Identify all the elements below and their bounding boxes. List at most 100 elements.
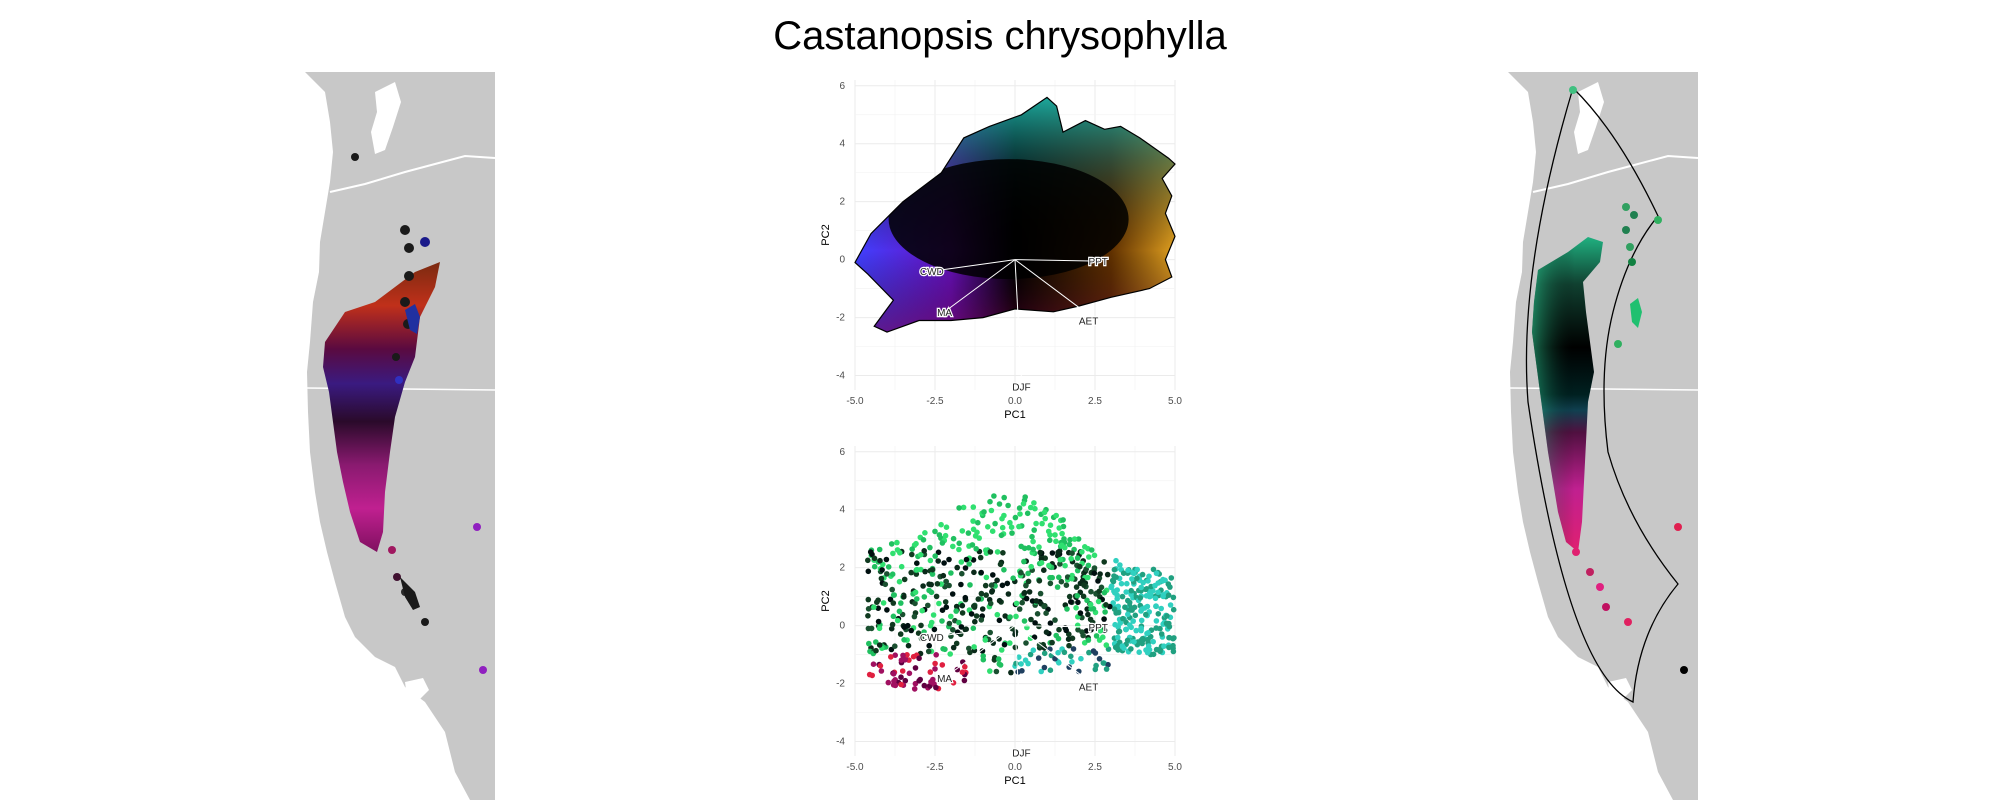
pca-bottom-point [942,532,949,539]
pca-bottom-point [950,644,957,651]
sf-bay [1608,678,1632,702]
pca-bottom-point [1119,643,1126,649]
pca-bottom-point [1134,575,1140,582]
pca-bottom-point [1090,648,1097,654]
pca-bottom-point [971,603,977,609]
pca-bottom-x-axis-label: PC1 [1004,775,1025,787]
pca-bottom-point [871,563,878,570]
pca-bottom-point [1103,642,1110,648]
pca-bottom-point [1165,592,1172,598]
pca-bottom-y-tick-label: 2 [839,563,845,574]
pca-bottom-point [927,557,934,564]
pca-bottom-point [950,543,956,550]
pca-bottom-point [967,582,973,588]
pca-bottom-point [929,571,936,577]
pca-bottom-y-tick-label: 0 [839,621,845,632]
pca-bottom-point [1068,599,1074,605]
pca-bottom-point [889,586,895,593]
pca-bottom-point [1134,566,1140,573]
pca-bottom-point [865,613,871,619]
pca-bottom-point [1057,561,1063,567]
pca-bottom-point [999,582,1006,589]
pca-bottom-point [898,600,904,606]
pca-bottom-point [1128,646,1134,652]
pca-bottom-vector-ppt [1014,625,1099,628]
pca-bottom-point [930,612,937,618]
pca-bottom-point [950,627,956,633]
pca-bottom-point [1019,668,1025,674]
pca-bottom-point [892,652,898,658]
pca-bottom-point [994,611,1001,618]
pca-bottom-point [1043,610,1049,616]
pca-bottom-point [1145,578,1151,584]
pca-bottom-point [983,592,989,598]
pca-bottom-point [994,549,1001,555]
pca-bottom-point [877,663,884,669]
pca-bottom-point [1016,523,1022,530]
pca-bottom-point [1001,567,1007,573]
pca-bottom-point [1140,579,1146,586]
pca-bottom-vector-djf [1014,625,1022,745]
pca-bottom-point [1047,537,1053,544]
pca-bottom-point [942,599,949,605]
pca-top-vector-label-djf: DJF [1012,382,1030,393]
pca-bottom-point [920,537,927,543]
pca-bottom-point [1152,595,1159,602]
pca-bottom-point [1056,660,1062,666]
pca-bottom-point [1095,598,1102,605]
pca-bottom-point [1047,580,1054,587]
pca-bottom-point [1063,582,1070,588]
pca-bottom-point [1018,569,1024,576]
pca-bottom-point [987,629,993,636]
pca-top-y-tick-label: 2 [839,197,845,208]
pca-bottom-point [911,613,918,620]
pca-bottom-point [1117,562,1123,568]
pca-bottom-point [1091,570,1098,576]
pca-bottom-y-tick-label: 4 [839,505,845,516]
pca-bottom-point [943,578,949,585]
pca-bottom-point [916,655,922,662]
pca-bottom-point [939,540,946,546]
pca-bottom-point [978,590,985,597]
chart-title: Castanopsis chrysophylla [773,14,1227,58]
pca-bottom-vector-ma [944,625,1016,679]
pca-bottom-point [1033,520,1039,527]
pca-bottom-point [993,668,1000,675]
pca-bottom-point [1137,595,1144,601]
pca-bottom-point [966,561,972,567]
pca-bottom-point [1064,606,1070,612]
pca-bottom-point [983,547,989,553]
pca-bottom-point [987,668,993,674]
pca-bottom-point [1161,643,1167,649]
pca-bottom-point [995,656,1002,662]
pca-bottom-point [1037,590,1044,597]
pca-bottom-point [933,684,939,691]
pca-bottom-point [948,570,954,576]
pca-bottom-point [971,644,977,650]
pca-bottom-point [1004,580,1011,587]
pca-bottom-vector-aet [1014,625,1089,682]
pca-bottom-point [915,630,922,636]
pca-bottom-y-tick-label: -4 [836,737,845,748]
pca-bottom-point [996,661,1003,667]
pca-bottom-point [1041,567,1047,573]
pca-bottom-vector-label-ppt: PPT [1088,623,1107,634]
pca-bottom-point [1126,622,1133,628]
pca-bottom-point [992,520,998,527]
pca-bottom-point [1093,633,1100,639]
pca-bottom-point [873,647,879,654]
pca-bottom-point [1124,580,1130,587]
pca-bottom-point [880,600,887,606]
columbia-river [329,154,496,193]
pca-bottom-point [875,597,881,603]
pca-bottom-point [1164,613,1170,619]
pca-bottom-point [1021,558,1027,565]
pca-top-x-tick-label: -2.5 [926,396,944,407]
puget-sound [371,82,401,154]
pca-bottom-point [936,600,942,607]
pca-bottom-point [906,670,913,677]
pca-bottom-point [1060,517,1066,523]
pca-top-y-tick-label: 0 [839,255,845,266]
pca-bottom-point [1092,666,1099,673]
pca-top-y-tick-label: 6 [839,81,845,92]
